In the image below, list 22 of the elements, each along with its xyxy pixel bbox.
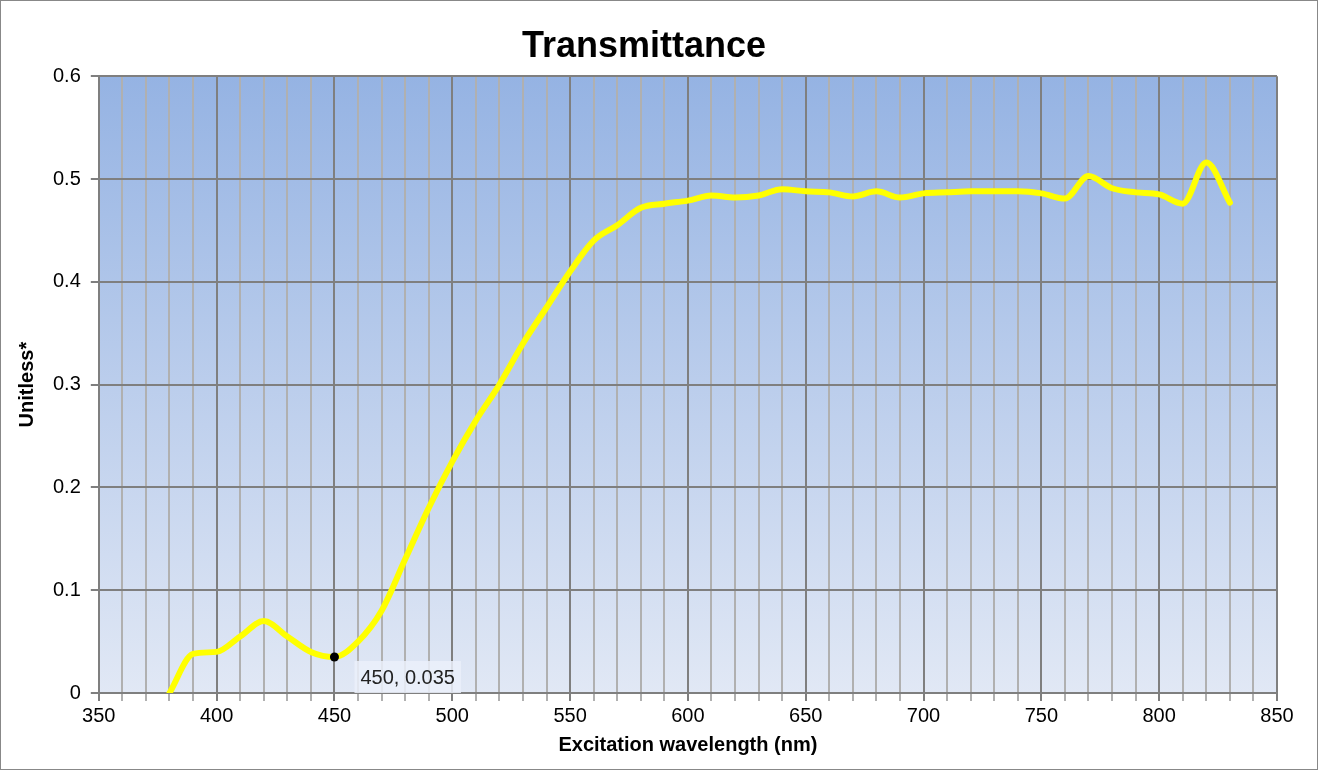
x-tick-label: 450 [317,703,352,726]
y-axis-title: Unitless* [14,341,37,428]
x-tick-label: 550 [553,703,587,726]
y-tick-label: 0.6 [52,63,81,86]
x-tick-label: 650 [789,703,823,726]
x-tick-label: 600 [671,703,705,726]
x-tick-label: 500 [435,703,469,726]
annotation: 450, 0.035 [360,665,455,688]
x-axis-title: Excitation wavelength (nm) [558,732,818,755]
y-tick-label: 0.1 [52,577,81,600]
y-tick-label: 0.5 [52,166,81,189]
x-tick-label: 400 [199,703,234,726]
x-tick-label: 850 [1260,703,1294,726]
y-tick-label: 0.2 [52,474,81,497]
x-tick-label: 750 [1024,703,1059,726]
x-tick-label: 350 [82,703,116,726]
y-tick-label: 0 [69,680,81,703]
x-tick-label: 800 [1142,703,1176,726]
y-tick-label: 0.4 [52,269,81,292]
y-tick-label: 0.3 [52,372,81,395]
x-tick-label: 700 [906,703,941,726]
chart-title: Transmittance [521,23,767,65]
